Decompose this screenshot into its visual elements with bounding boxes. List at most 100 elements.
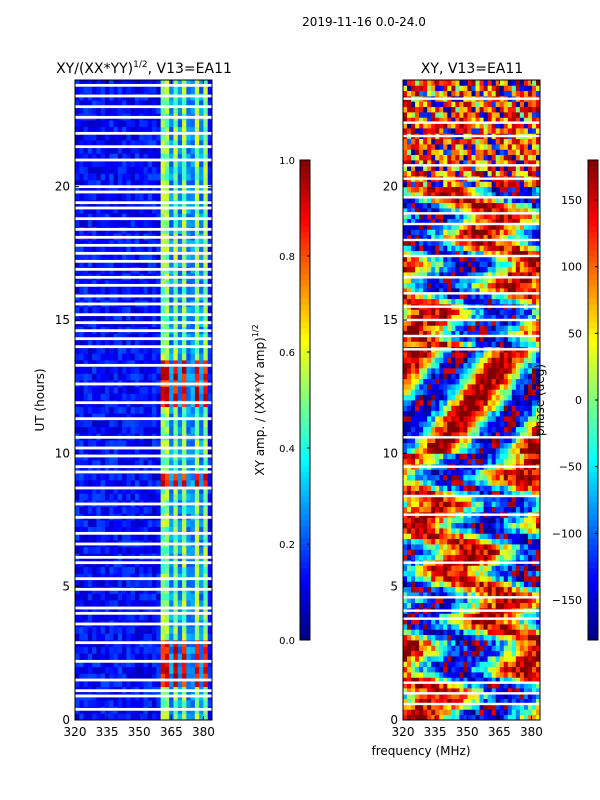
phase-cell: [531, 672, 537, 678]
phase-cell: [527, 682, 533, 689]
amp-cell: [156, 240, 162, 248]
phase-cell: [439, 602, 444, 609]
phase-cell: [407, 490, 412, 497]
amp-cell: [92, 593, 97, 601]
amp-cell: [100, 673, 106, 681]
amp-cell: [139, 580, 144, 588]
amp-cell: [113, 393, 119, 401]
phase-cell: [455, 469, 460, 476]
phase-cell: [487, 709, 493, 716]
amp-cell: [87, 366, 93, 374]
phase-cell: [455, 506, 460, 513]
amp-cell: [117, 520, 123, 528]
phase-cell: [447, 693, 452, 700]
amp-cell: [194, 460, 200, 468]
amp-cell: [169, 420, 174, 428]
amp-cell: [194, 526, 200, 534]
amp-cell: [109, 593, 114, 601]
phase-cell: [451, 629, 456, 636]
phase-cell: [523, 458, 529, 465]
amp-cell: [126, 133, 132, 141]
amp-cell: [186, 193, 191, 201]
phase-cell: [467, 549, 472, 556]
amp-cell: [79, 153, 84, 161]
phase-cell: [415, 698, 420, 705]
phase-cell: [419, 496, 424, 502]
phase-cell: [447, 453, 452, 460]
amp-cell: [92, 133, 97, 141]
phase-cell: [431, 480, 436, 486]
amp-cell: [173, 333, 179, 341]
amp-cell: [109, 166, 114, 174]
amp-cell: [160, 280, 166, 288]
phase-cell: [463, 597, 468, 604]
phase-cell: [439, 698, 444, 705]
amp-colorbar-frame: [299, 159, 311, 641]
amp-cell: [126, 413, 132, 421]
amp-cell: [152, 86, 157, 94]
phase-cell: [415, 485, 420, 492]
phase-cell: [435, 565, 440, 572]
amp-cell: [87, 126, 93, 134]
amp-cell: [117, 100, 123, 108]
amp-cell: [203, 606, 209, 614]
amp-flag-line: [75, 185, 212, 189]
amp-cell: [83, 566, 89, 574]
amp-cell: [83, 206, 89, 214]
amp-cell: [173, 633, 179, 641]
amp-cell: [126, 373, 132, 381]
amp-cell: [173, 180, 179, 188]
amp-cell: [139, 526, 144, 534]
amp-cell: [143, 220, 149, 228]
amp-cell: [156, 533, 162, 541]
amp-cell: [122, 220, 127, 228]
phase-cell: [455, 565, 460, 572]
phase-cell: [531, 666, 537, 673]
phase-cell: [475, 565, 480, 572]
phase-cell: [495, 469, 501, 476]
phase-cell: [503, 549, 509, 556]
phase-cell: [527, 522, 533, 529]
amp-cell: [83, 613, 89, 621]
phase-cell: [423, 554, 428, 561]
amp-cell: [186, 486, 191, 494]
phase-cell: [487, 501, 493, 508]
amp-cell: [109, 466, 114, 474]
amp-cell: [113, 613, 119, 621]
phase-cell: [447, 688, 452, 694]
amp-colorbar-step: [300, 478, 310, 485]
amp-cell: [199, 680, 204, 688]
phase-cell: [475, 661, 480, 668]
phase-cell: [459, 517, 464, 524]
amp-cell: [87, 220, 93, 228]
phase-cell: [407, 448, 412, 454]
phase-cell: [519, 480, 525, 486]
amp-cell: [104, 173, 110, 181]
amp-cell: [173, 466, 179, 474]
amp-cell: [143, 406, 149, 414]
phase-cell: [487, 496, 493, 502]
amp-cell: [160, 713, 166, 721]
phase-cell: [499, 544, 505, 550]
amp-cell: [139, 386, 144, 394]
amp-cell: [203, 160, 209, 168]
phase-cell: [495, 677, 501, 684]
amp-cell: [109, 393, 114, 401]
amp-cell: [160, 646, 166, 654]
amp-cell: [75, 140, 80, 148]
amp-cell: [134, 133, 140, 141]
phase-cell: [435, 453, 440, 460]
phase-cell: [431, 693, 436, 700]
phase-cell: [475, 597, 480, 604]
amp-cell: [177, 80, 183, 88]
amp-cell: [186, 606, 191, 614]
amp-cell: [194, 260, 200, 268]
phase-cell: [523, 618, 529, 625]
amp-cell: [117, 160, 123, 168]
amp-cell: [194, 406, 200, 414]
amp-cell: [134, 600, 140, 608]
amp-cell: [164, 360, 170, 368]
phase-cell: [499, 688, 505, 694]
phase-cell: [423, 650, 428, 657]
